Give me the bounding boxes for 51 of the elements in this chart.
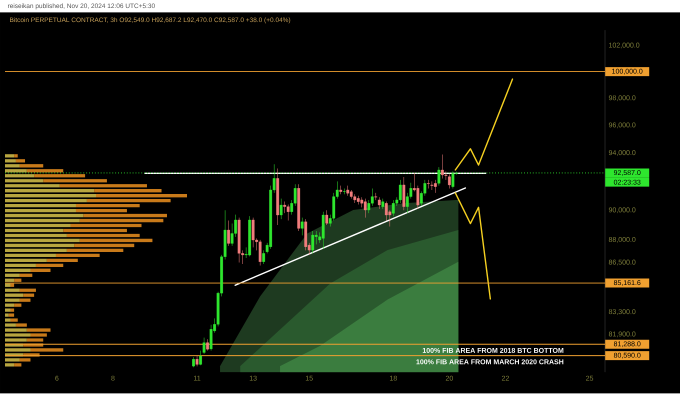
candlestick <box>364 198 367 218</box>
bar <box>5 234 67 237</box>
candlestick <box>346 185 350 196</box>
candlestick <box>192 356 195 368</box>
bar <box>26 328 51 332</box>
bar <box>83 214 167 218</box>
line-series <box>454 192 492 300</box>
candlestick <box>227 220 230 246</box>
candlestick <box>434 180 437 193</box>
bar <box>5 218 80 222</box>
bar <box>5 338 27 342</box>
candlestick <box>230 223 234 246</box>
bar <box>30 348 64 352</box>
line-series <box>454 78 514 171</box>
candlestick <box>300 217 304 236</box>
candlestick <box>280 198 283 220</box>
candlestick <box>392 200 395 216</box>
bar <box>5 228 64 232</box>
candlestick <box>381 198 384 209</box>
bar <box>70 224 142 228</box>
bar <box>63 228 127 232</box>
bar <box>5 244 74 247</box>
candlestick <box>286 204 290 221</box>
candlestick <box>196 355 198 366</box>
candlestick <box>416 185 420 209</box>
bar <box>5 224 71 228</box>
bar <box>80 218 164 222</box>
bar <box>5 333 30 336</box>
candlestick <box>252 217 255 248</box>
bar <box>30 333 47 336</box>
bar <box>74 244 134 247</box>
candlestick <box>311 230 314 254</box>
candlestick <box>258 239 262 266</box>
bar <box>10 283 14 287</box>
candlestick <box>402 176 406 210</box>
candlestick <box>325 210 328 226</box>
bar <box>16 323 27 327</box>
candlestick <box>322 211 325 249</box>
candlestick <box>448 174 451 189</box>
bar <box>5 238 80 242</box>
candlestick <box>440 154 444 179</box>
bar <box>5 323 16 327</box>
bar <box>5 348 30 352</box>
candlestick <box>398 180 402 204</box>
candlestick <box>206 338 209 351</box>
bar <box>80 238 152 242</box>
bar <box>5 214 84 218</box>
candlestick <box>210 324 212 351</box>
candlestick <box>378 196 381 209</box>
bar <box>66 234 140 237</box>
bar <box>5 328 27 332</box>
